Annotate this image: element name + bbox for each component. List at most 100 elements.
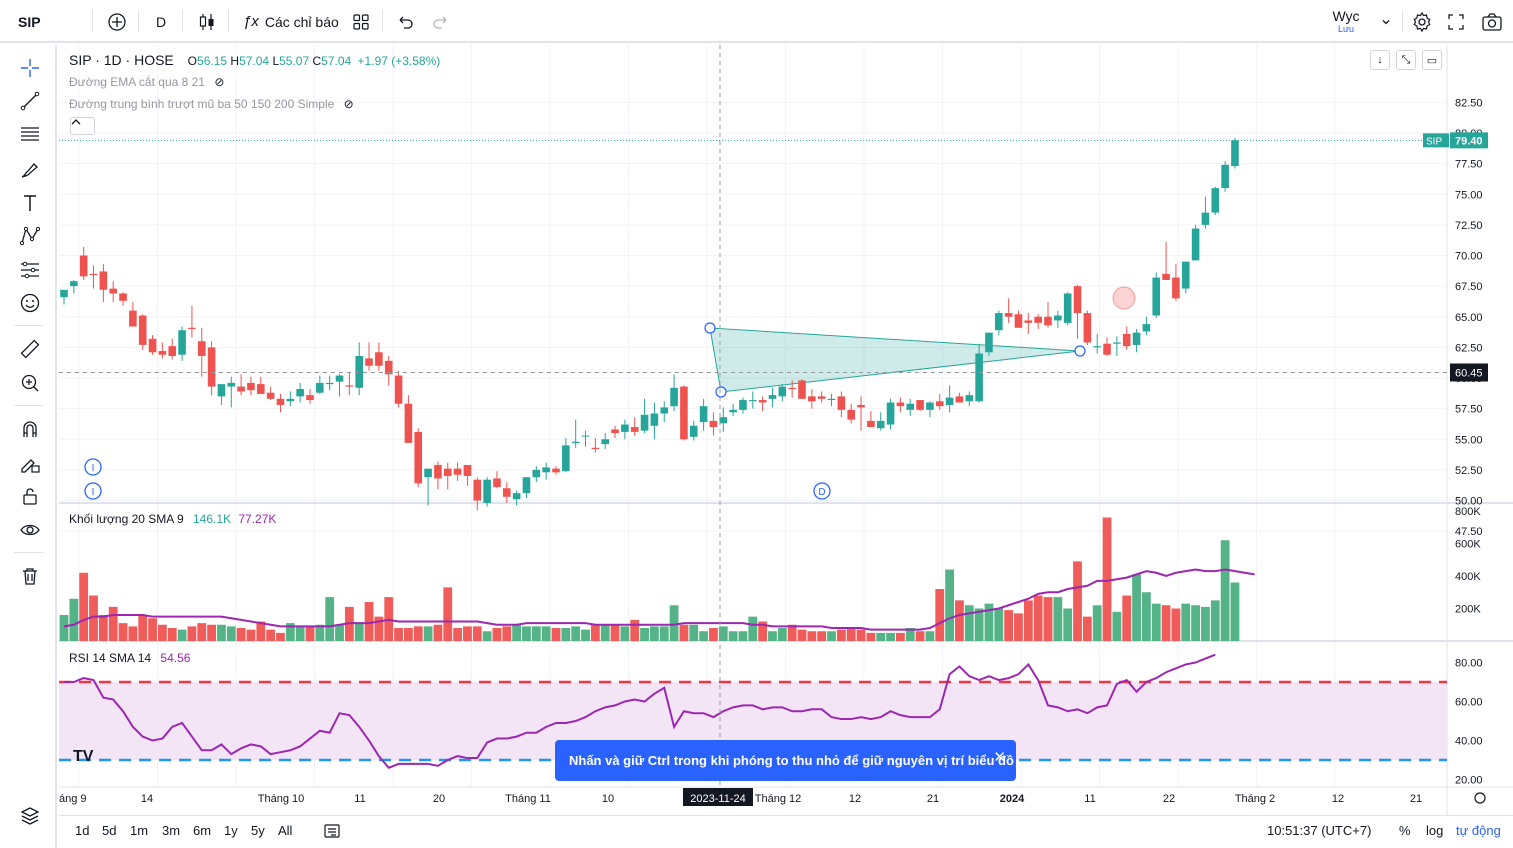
magnet-icon[interactable] [17, 416, 43, 442]
range-button-1m[interactable]: 1m [130, 823, 149, 838]
volume-bar [1191, 605, 1200, 641]
layouts-grid-icon[interactable] [352, 0, 370, 43]
close-icon[interactable]: ✕ [993, 749, 1006, 766]
chevron-down-icon[interactable] [1380, 0, 1392, 43]
candle [1103, 337, 1111, 356]
candle-body [434, 464, 442, 479]
interval-button[interactable]: D [156, 13, 167, 30]
time-tick-label: 2024 [1000, 793, 1025, 805]
eye-hidden-icon[interactable]: ⊘ [343, 97, 354, 111]
volume-bar [1073, 561, 1082, 641]
volume-bar [1092, 605, 1102, 641]
camera-snapshot-icon[interactable] [1481, 0, 1503, 43]
price-tick-label: 52.50 [1455, 465, 1483, 477]
range-button-3m[interactable]: 3m [162, 823, 181, 838]
candle-body [758, 400, 767, 403]
date-range-calendar-icon[interactable] [323, 823, 341, 842]
range-button-5d[interactable]: 5d [102, 823, 117, 838]
candle-body [591, 447, 600, 450]
eye-hidden-icon[interactable]: ⊘ [214, 75, 225, 89]
volume-bar [748, 616, 758, 641]
range-button-1d[interactable]: 1d [75, 823, 90, 838]
trash-icon[interactable] [17, 563, 43, 589]
candle-body [621, 424, 629, 432]
chart-canvas[interactable]: I I D 82.50 80.00 77.50 75.00 72.50 70.00 67.50 65… [59, 45, 1513, 815]
pattern-tool-icon[interactable] [17, 223, 43, 249]
time-tick-label: 10 [602, 793, 614, 805]
zoom-in-icon[interactable] [17, 370, 43, 396]
clock[interactable]: 10:51:37 (UTC+7) [1267, 823, 1372, 838]
candle-body [345, 385, 354, 387]
candle [394, 370, 403, 408]
volume-bar [98, 615, 108, 641]
candle-body [1004, 313, 1013, 317]
indicators-button[interactable]: ƒx Các chỉ báo [243, 0, 339, 43]
candle [188, 305, 196, 338]
percent-toggle[interactable]: % [1399, 823, 1411, 838]
ruler-measure-icon[interactable] [17, 336, 43, 362]
volume-bar [955, 600, 964, 641]
range-button-all[interactable]: All [278, 823, 293, 838]
undo-icon[interactable] [396, 0, 414, 43]
volume-bar [836, 629, 846, 641]
candle-body [955, 396, 964, 403]
rsi-tick-label: 20.00 [1455, 775, 1483, 787]
candles-type-icon[interactable] [197, 0, 217, 43]
volume-bar [768, 631, 777, 641]
layout-name-button[interactable]: Wyc Lưu [1330, 0, 1362, 43]
compare-add-icon[interactable] [107, 0, 127, 43]
collapse-pane-icon[interactable]: ⤡ [1396, 50, 1416, 70]
candle [1201, 196, 1210, 229]
lock-icon[interactable] [17, 483, 43, 509]
log-toggle[interactable]: log [1426, 823, 1444, 838]
volume-bar [679, 624, 689, 641]
candle-body [768, 395, 777, 399]
symbol-search[interactable]: SIP [18, 13, 41, 30]
candle-body [109, 288, 117, 294]
volume-bar [236, 628, 246, 641]
ma-legend[interactable]: Đường trung bình trượt mũ ba 50 150 200 … [69, 97, 354, 111]
prediction-tool-icon[interactable] [17, 257, 43, 283]
candle [630, 417, 639, 436]
ema-legend[interactable]: Đường EMA cắt qua 8 21 ⊘ [69, 75, 225, 89]
collapse-legend-button[interactable] [70, 117, 95, 135]
eye-visibility-icon[interactable] [17, 517, 43, 543]
candle-body [414, 431, 423, 484]
fib-retracement-icon[interactable] [17, 121, 43, 147]
candle-body [1093, 346, 1101, 348]
volume-bar [1082, 616, 1092, 641]
range-button-5y[interactable]: 5y [251, 823, 265, 838]
lock-pencil-icon[interactable] [17, 450, 43, 476]
candle-body [670, 387, 678, 407]
volume-bar [964, 605, 974, 641]
range-button-1y[interactable]: 1y [224, 823, 238, 838]
redo-icon[interactable] [432, 0, 450, 43]
text-tool-icon[interactable] [17, 190, 43, 216]
emoji-smile-icon[interactable] [17, 290, 43, 316]
crosshair-icon[interactable] [17, 55, 43, 81]
candle [316, 375, 324, 394]
candle-body [237, 386, 245, 392]
time-tick-label: Tháng 12 [755, 793, 801, 805]
candle [621, 419, 629, 440]
trend-line-icon[interactable] [17, 88, 43, 114]
price-tick-label: 47.50 [1455, 526, 1483, 538]
symbol-title[interactable]: SIP · 1D · HOSE [69, 52, 174, 68]
auto-scale-toggle[interactable]: tự động [1456, 823, 1501, 838]
candle [650, 402, 659, 440]
settings-gear-icon[interactable] [1411, 0, 1433, 43]
candle [79, 246, 88, 280]
candle-body [1063, 293, 1072, 323]
brush-icon[interactable] [17, 156, 43, 182]
volume-bar [404, 628, 413, 641]
price-tick-label: 70.00 [1455, 251, 1483, 263]
fullscreen-icon[interactable] [1447, 0, 1465, 43]
candle [788, 380, 796, 398]
move-pane-down-icon[interactable]: ↓ [1370, 50, 1390, 70]
range-button-6m[interactable]: 6m [193, 823, 212, 838]
maximize-pane-icon[interactable]: ▭ [1422, 50, 1442, 70]
layers-icon[interactable] [17, 803, 43, 829]
volume-bar [807, 631, 817, 641]
time-tick-label: áng 9 [59, 793, 87, 805]
chart-area[interactable]: I I D 82.50 80.00 77.50 75.00 72.50 70.00 67.50 65… [59, 45, 1513, 815]
